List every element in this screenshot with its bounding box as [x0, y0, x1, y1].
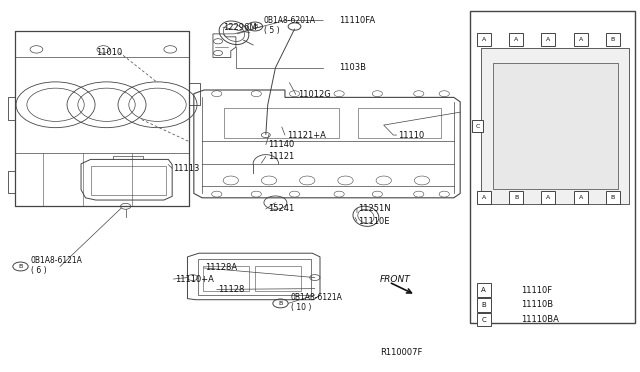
- Text: 11110B: 11110B: [531, 300, 563, 310]
- Bar: [91, 166, 166, 195]
- Bar: [481, 48, 629, 204]
- Text: B: B: [481, 302, 486, 308]
- Text: 11110FA: 11110FA: [339, 16, 375, 25]
- Text: 11251N: 11251N: [358, 203, 391, 213]
- Text: A: A: [482, 195, 486, 200]
- Text: ( 5 ): ( 5 ): [264, 26, 280, 35]
- Bar: [477, 283, 491, 297]
- Text: 11010: 11010: [96, 48, 122, 57]
- Text: 11110: 11110: [397, 131, 424, 140]
- Text: 11110BA: 11110BA: [521, 315, 559, 324]
- Text: 11121: 11121: [268, 152, 294, 161]
- Text: 11110BA: 11110BA: [531, 315, 568, 324]
- Bar: [606, 191, 620, 205]
- Text: B: B: [19, 264, 22, 269]
- Text: 11012G: 11012G: [298, 90, 330, 99]
- Text: B: B: [611, 37, 615, 42]
- Bar: [203, 266, 248, 291]
- Text: 11110+A: 11110+A: [175, 275, 214, 283]
- Text: A: A: [546, 37, 550, 42]
- Bar: [225, 109, 339, 138]
- Text: 11110E: 11110E: [358, 217, 390, 225]
- Text: ( 10 ): ( 10 ): [291, 302, 311, 311]
- Text: 12296M: 12296M: [223, 23, 257, 32]
- Text: R110007F: R110007F: [381, 349, 423, 357]
- Text: A: A: [481, 287, 486, 293]
- Text: 11110B: 11110B: [521, 300, 553, 310]
- Bar: [573, 33, 588, 46]
- Bar: [477, 33, 491, 46]
- Text: 11110F: 11110F: [531, 286, 561, 295]
- Text: ( 6 ): ( 6 ): [31, 266, 46, 275]
- Bar: [541, 191, 556, 205]
- Text: A: A: [514, 37, 518, 42]
- Text: 15241: 15241: [268, 204, 294, 214]
- Bar: [470, 11, 636, 323]
- Text: B: B: [253, 24, 257, 29]
- Bar: [255, 266, 301, 291]
- Bar: [198, 259, 311, 295]
- Bar: [509, 191, 523, 205]
- Bar: [493, 63, 618, 189]
- Text: FRONT: FRONT: [380, 275, 410, 283]
- Bar: [472, 120, 483, 132]
- Text: 0B1A8-6121A: 0B1A8-6121A: [291, 292, 342, 302]
- Text: 11128A: 11128A: [205, 263, 237, 272]
- Bar: [477, 191, 491, 205]
- Bar: [358, 109, 441, 138]
- Text: B: B: [514, 195, 518, 200]
- Text: A: A: [482, 37, 486, 42]
- Text: C: C: [481, 317, 486, 323]
- Text: 0B1A8-6121A: 0B1A8-6121A: [31, 256, 83, 264]
- Text: A: A: [579, 195, 583, 200]
- Text: C: C: [476, 124, 479, 129]
- Bar: [509, 33, 523, 46]
- Text: 11128: 11128: [218, 285, 244, 294]
- Bar: [477, 313, 491, 326]
- Bar: [573, 191, 588, 205]
- Text: 0B1A8-6201A: 0B1A8-6201A: [264, 16, 316, 25]
- Text: 11140: 11140: [268, 140, 294, 149]
- Text: 11121+A: 11121+A: [287, 131, 326, 140]
- Text: A: A: [579, 37, 583, 42]
- Text: 11110F: 11110F: [521, 286, 552, 295]
- Text: B: B: [611, 195, 615, 200]
- Bar: [541, 33, 556, 46]
- Text: B: B: [278, 301, 283, 306]
- Bar: [477, 298, 491, 311]
- Text: A: A: [546, 195, 550, 200]
- Text: 1103B: 1103B: [339, 63, 366, 72]
- Text: 11113: 11113: [173, 164, 200, 173]
- Bar: [606, 33, 620, 46]
